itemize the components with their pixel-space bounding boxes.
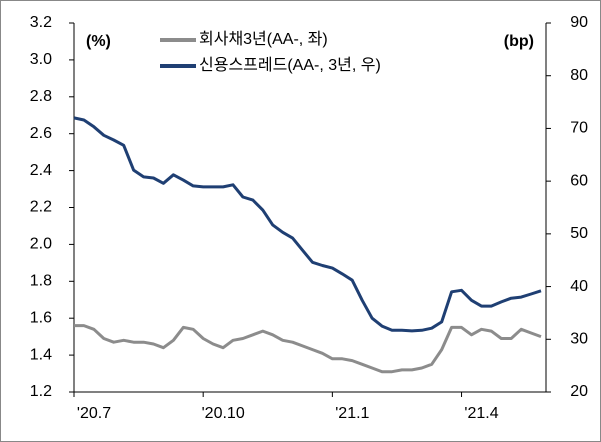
y-tick-label: 1.6	[30, 309, 52, 326]
y2-tick-label: 60	[570, 172, 588, 189]
x-tick-label: '20.7	[77, 405, 111, 422]
y2-tick-label: 50	[570, 225, 588, 242]
y-tick-label: 1.4	[30, 346, 52, 363]
x-tick-label: '20.10	[202, 405, 245, 422]
y2-tick-label: 70	[570, 120, 588, 137]
x-tick-label: '21.4	[464, 405, 498, 422]
line-series	[74, 324, 542, 374]
y-tick-label: 3.0	[30, 51, 52, 68]
y-tick-label: 2.6	[30, 125, 52, 142]
y2-tick-label: 20	[570, 383, 588, 400]
y2-tick-label: 30	[570, 331, 588, 348]
line-series	[73, 116, 542, 333]
x-tick-label: '21.1	[335, 405, 369, 422]
y-tick-label: 2.4	[30, 162, 52, 179]
y-tick-label: 2.2	[30, 199, 52, 216]
y-tick-label: 2.0	[30, 236, 52, 253]
legend-label: 회사채3년(AA-, 좌)	[199, 30, 328, 48]
legend-label: 신용스프레드(AA-, 3년, 우)	[199, 56, 381, 74]
y2-tick-label: 40	[570, 278, 588, 295]
y2-axis-label: (bp)	[504, 33, 534, 50]
y-tick-label: 3.2	[30, 14, 52, 31]
y-tick-label: 1.2	[30, 383, 52, 400]
y-tick-label: 1.8	[30, 273, 52, 290]
y2-tick-label: 90	[570, 14, 588, 31]
y-tick-label: 2.8	[30, 88, 52, 105]
y2-tick-label: 80	[570, 67, 588, 84]
y-axis-label: (%)	[86, 33, 111, 50]
